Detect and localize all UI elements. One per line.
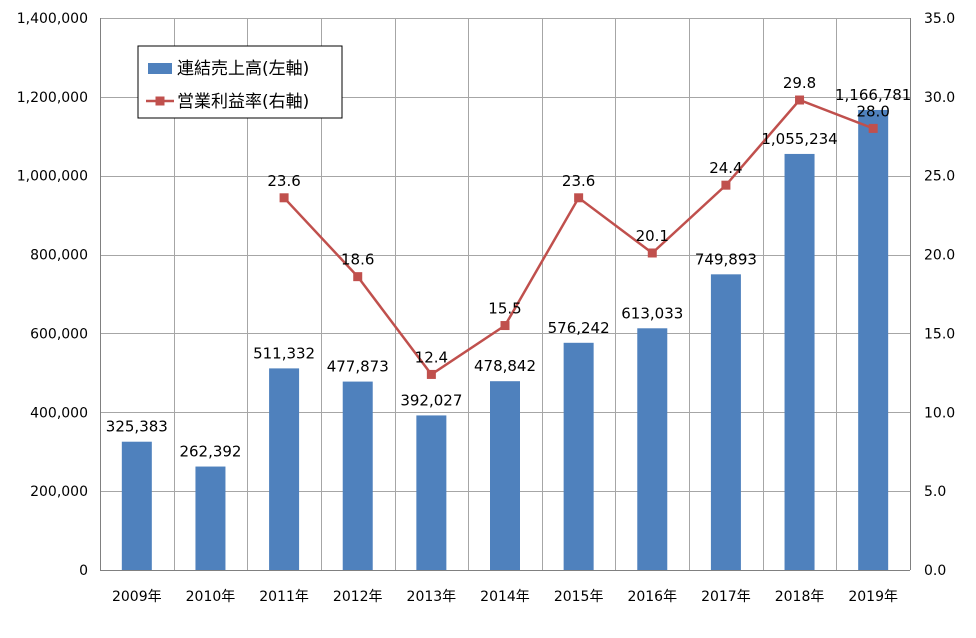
legend-label-margin: 営業利益率(右軸) <box>177 92 309 112</box>
bar-data-label: 1,055,234 <box>761 130 837 148</box>
line-data-label: 24.4 <box>709 159 742 177</box>
line-data-label: 18.6 <box>341 251 374 269</box>
line-marker <box>500 321 510 331</box>
x-tick-label: 2013年 <box>407 589 457 605</box>
x-tick-label: 2017年 <box>701 589 751 605</box>
bar-data-label: 325,383 <box>106 418 168 436</box>
x-tick-label: 2012年 <box>333 589 383 605</box>
line-marker <box>426 369 436 379</box>
bar-data-label: 749,893 <box>695 250 757 268</box>
y-right-tick-label: 15.0 <box>924 326 955 342</box>
y-right-tick-label: 10.0 <box>924 405 955 421</box>
bar-data-label: 613,033 <box>621 304 683 322</box>
line-marker <box>279 193 289 203</box>
bar <box>269 368 300 570</box>
bar-data-label: 478,842 <box>474 357 536 375</box>
y-left-tick-label: 1,400,000 <box>17 11 88 27</box>
x-tick-label: 2018年 <box>775 589 825 605</box>
y-left-tick-label: 0 <box>79 563 88 579</box>
bar <box>121 441 152 570</box>
y-left-tick-label: 800,000 <box>30 248 88 264</box>
line-marker <box>353 272 363 282</box>
x-tick-label: 2014年 <box>480 589 530 605</box>
bar-series <box>121 109 889 570</box>
bar-data-label: 262,392 <box>179 443 241 461</box>
bar-data-label: 392,027 <box>400 391 462 409</box>
x-tick-label: 2015年 <box>554 589 604 605</box>
legend-label-sales: 連結売上高(左軸) <box>177 59 309 79</box>
bar <box>784 153 815 570</box>
y-right-tick-label: 0.0 <box>924 563 946 579</box>
legend: 連結売上高(左軸) 営業利益率(右軸) <box>137 45 343 119</box>
bar <box>858 109 889 570</box>
x-tick-label: 2016年 <box>627 589 677 605</box>
line-data-label: 23.6 <box>267 172 300 190</box>
legend-box <box>137 45 343 119</box>
bar <box>490 381 520 570</box>
y-right-tick-label: 30.0 <box>924 90 955 106</box>
bar-data-label: 576,242 <box>548 319 610 337</box>
bar-data-label: 511,332 <box>253 344 315 362</box>
y-left-tick-label: 1,200,000 <box>17 90 88 106</box>
legend-line-marker <box>155 96 165 106</box>
line-marker <box>574 193 584 203</box>
line-series <box>279 95 878 379</box>
bar <box>563 342 594 570</box>
line-marker <box>868 123 878 133</box>
line-marker <box>795 95 805 105</box>
x-tick-label: 2009年 <box>112 589 162 605</box>
bar-data-label: 1,166,781 <box>835 86 911 104</box>
legend-bar-swatch <box>148 63 172 74</box>
y-left-tick-label: 200,000 <box>30 484 88 500</box>
bar-data-label: 477,873 <box>327 358 389 376</box>
line-marker <box>647 248 657 258</box>
y-right-tick-label: 25.0 <box>924 169 955 185</box>
axes: 0 200,000 400,000 600,000 800,000 1,000,000 1,… <box>17 11 955 605</box>
data-labels: 325,383 262,392 511,332 477,873 392,027 478,8… <box>106 74 912 461</box>
y-left-tick-label: 1,000,000 <box>17 169 88 185</box>
x-tick-label: 2019年 <box>848 589 898 605</box>
bar <box>416 415 447 570</box>
y-right-tick-label: 20.0 <box>924 248 955 264</box>
line-marker <box>721 180 731 190</box>
y-left-tick-label: 600,000 <box>30 326 88 342</box>
bar <box>342 381 373 570</box>
x-tick-label: 2011年 <box>259 589 309 605</box>
line-data-label: 23.6 <box>562 172 595 190</box>
y-right-tick-label: 35.0 <box>924 11 955 27</box>
line-data-label: 12.4 <box>415 348 448 366</box>
y-left-tick-label: 400,000 <box>30 405 88 421</box>
line-data-label: 29.8 <box>783 74 816 92</box>
line-data-label: 28.0 <box>856 102 889 120</box>
line-data-label: 20.1 <box>636 227 669 245</box>
bar <box>195 466 226 570</box>
y-right-tick-label: 5.0 <box>924 484 946 500</box>
bar <box>637 328 668 570</box>
x-tick-label: 2010年 <box>186 589 236 605</box>
line-data-label: 15.5 <box>488 300 521 318</box>
bar <box>710 274 741 570</box>
